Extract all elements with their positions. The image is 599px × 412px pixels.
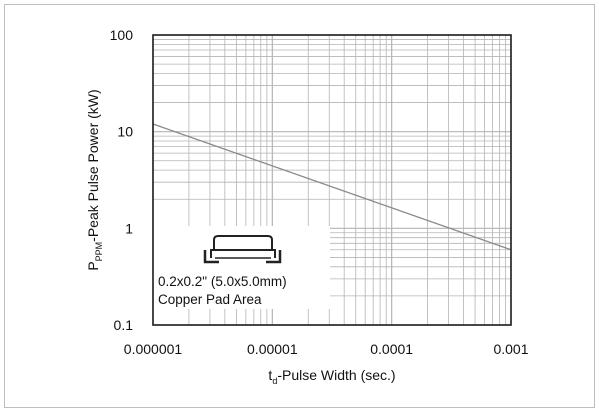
y-tick-label: 1 <box>125 220 133 236</box>
x-tick-label: 0.000001 <box>124 341 183 357</box>
y-axis-title-main: P <box>85 261 101 270</box>
x-tick-label: 0.001 <box>493 341 528 357</box>
y-axis-title-rest: -Peak Pulse Power (kW) <box>85 89 101 241</box>
y-tick-label: 0.1 <box>114 317 134 333</box>
annotation-line-2: Copper Pad Area <box>158 292 262 307</box>
annotation-line-1: 0.2x0.2" (5.0x5.0mm) <box>158 274 287 289</box>
y-axis-title-sub: PPM <box>94 242 104 262</box>
y-tick-label: 100 <box>110 27 134 43</box>
x-tick-label: 0.00001 <box>247 341 298 357</box>
x-tick-labels: 0.000001 0.00001 0.0001 0.001 <box>124 341 529 357</box>
y-axis-title: PPPM-Peak Pulse Power (kW) <box>85 89 104 270</box>
x-axis-title: td-Pulse Width (sec.) <box>268 367 395 386</box>
y-tick-label: 10 <box>117 124 133 140</box>
y-tick-labels: 100 10 1 0.1 <box>110 27 134 333</box>
x-axis-title-rest: -Pulse Width (sec.) <box>277 367 395 383</box>
x-tick-label: 0.0001 <box>370 341 413 357</box>
pad-annotation: 0.2x0.2" (5.0x5.0mm) Copper Pad Area <box>153 226 330 309</box>
